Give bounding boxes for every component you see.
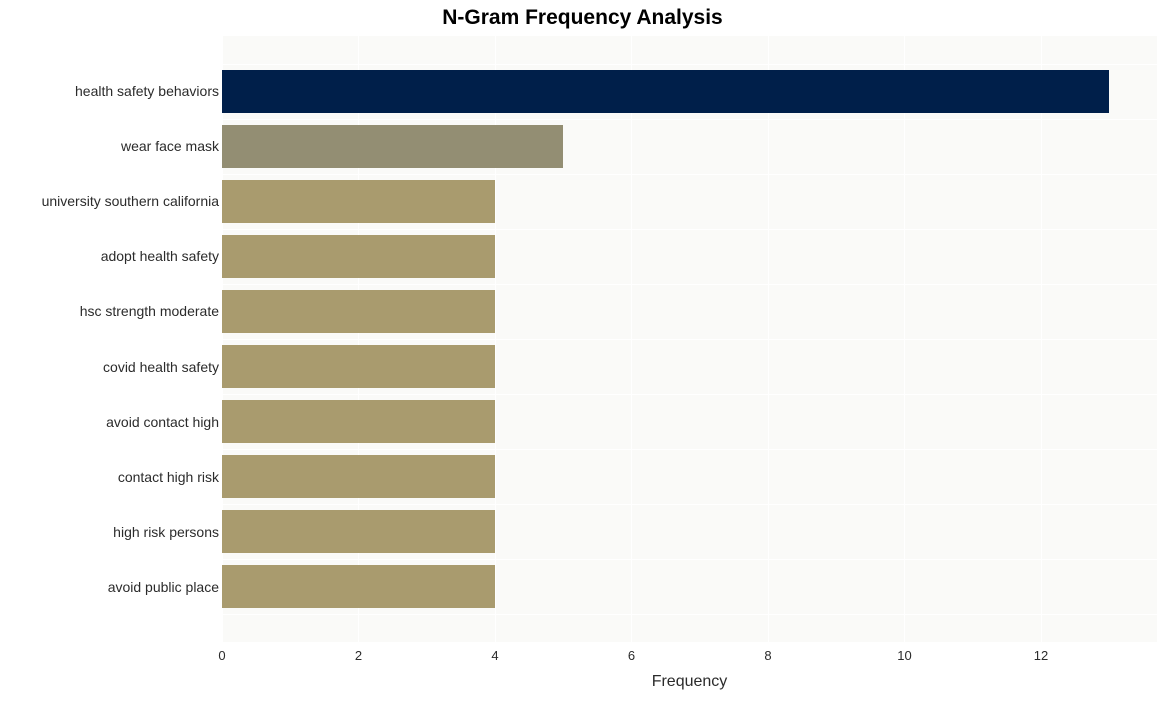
bar [222,290,495,333]
y-tick-label: covid health safety [103,359,219,375]
bar [222,345,495,388]
y-tick-label: adopt health safety [101,248,219,264]
chart-title: N-Gram Frequency Analysis [0,6,1165,30]
x-tick-label: 8 [764,648,771,663]
x-tick-label: 2 [355,648,362,663]
x-tick-label: 4 [491,648,498,663]
bar [222,180,495,223]
x-tick-label: 10 [897,648,911,663]
y-tick-label: health safety behaviors [75,83,219,99]
row-grid-line [222,339,1157,340]
bar [222,400,495,443]
row-grid-line [222,559,1157,560]
row-grid-line [222,614,1157,615]
plot-area [222,36,1157,642]
y-tick-label: university southern california [42,193,219,209]
y-tick-label: high risk persons [113,524,219,540]
bar [222,235,495,278]
row-grid-line [222,119,1157,120]
x-tick-label: 6 [628,648,635,663]
row-grid-line [222,229,1157,230]
row-grid-line [222,174,1157,175]
row-grid-line [222,449,1157,450]
bar [222,125,563,168]
row-grid-line [222,504,1157,505]
x-tick-label: 0 [218,648,225,663]
bar [222,565,495,608]
bar [222,510,495,553]
x-tick-label: 12 [1034,648,1048,663]
ngram-frequency-chart: N-Gram Frequency Analysis Frequency heal… [0,0,1165,701]
y-tick-label: contact high risk [118,469,219,485]
y-tick-label: wear face mask [121,138,219,154]
row-grid-line [222,64,1157,65]
row-grid-line [222,284,1157,285]
bar [222,70,1109,113]
bar [222,455,495,498]
y-tick-label: hsc strength moderate [80,303,219,319]
row-grid-line [222,394,1157,395]
y-tick-label: avoid contact high [106,414,219,430]
x-axis-label: Frequency [222,673,1157,691]
y-tick-label: avoid public place [108,579,219,595]
